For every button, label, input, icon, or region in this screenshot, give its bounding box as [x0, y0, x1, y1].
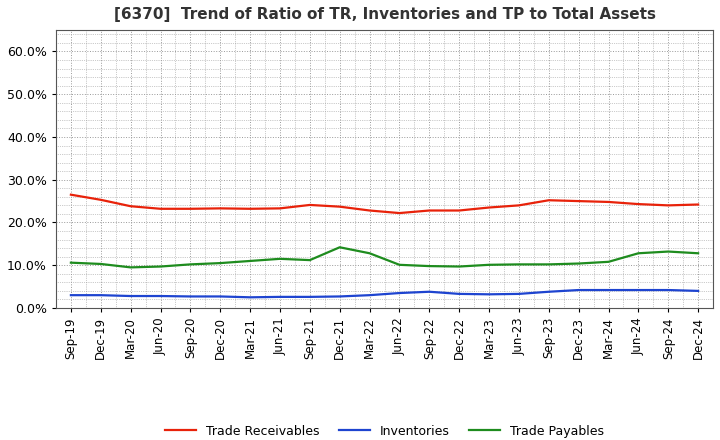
- Trade Receivables: [216, 206, 225, 211]
- Trade Payables: [336, 245, 344, 250]
- Inventories: [365, 293, 374, 298]
- Trade Receivables: [694, 202, 703, 207]
- Trade Receivables: [156, 206, 165, 212]
- Trade Payables: [276, 256, 284, 261]
- Inventories: [156, 293, 165, 299]
- Inventories: [604, 287, 613, 293]
- Trade Receivables: [485, 205, 493, 210]
- Line: Trade Receivables: Trade Receivables: [71, 194, 698, 213]
- Trade Payables: [66, 260, 75, 265]
- Trade Payables: [186, 262, 194, 267]
- Trade Payables: [96, 261, 105, 267]
- Trade Payables: [485, 262, 493, 268]
- Trade Receivables: [246, 206, 254, 212]
- Trade Receivables: [126, 204, 135, 209]
- Inventories: [634, 287, 643, 293]
- Trade Receivables: [515, 203, 523, 208]
- Trade Payables: [515, 262, 523, 267]
- Trade Receivables: [305, 202, 314, 208]
- Trade Receivables: [66, 192, 75, 197]
- Inventories: [305, 294, 314, 300]
- Inventories: [126, 293, 135, 299]
- Legend: Trade Receivables, Inventories, Trade Payables: Trade Receivables, Inventories, Trade Pa…: [161, 420, 609, 440]
- Trade Payables: [216, 260, 225, 266]
- Trade Payables: [604, 259, 613, 264]
- Trade Receivables: [634, 202, 643, 207]
- Trade Payables: [694, 251, 703, 256]
- Title: [6370]  Trend of Ratio of TR, Inventories and TP to Total Assets: [6370] Trend of Ratio of TR, Inventories…: [114, 7, 655, 22]
- Trade Payables: [455, 264, 464, 269]
- Trade Receivables: [395, 210, 404, 216]
- Inventories: [425, 289, 433, 294]
- Trade Payables: [126, 265, 135, 270]
- Trade Payables: [664, 249, 672, 254]
- Trade Receivables: [336, 204, 344, 209]
- Inventories: [485, 292, 493, 297]
- Inventories: [96, 293, 105, 298]
- Trade Payables: [305, 257, 314, 263]
- Inventories: [455, 291, 464, 297]
- Inventories: [216, 294, 225, 299]
- Inventories: [276, 294, 284, 300]
- Inventories: [694, 288, 703, 293]
- Inventories: [66, 293, 75, 298]
- Inventories: [186, 294, 194, 299]
- Trade Receivables: [425, 208, 433, 213]
- Trade Receivables: [276, 206, 284, 211]
- Line: Trade Payables: Trade Payables: [71, 247, 698, 268]
- Trade Payables: [246, 258, 254, 264]
- Inventories: [246, 295, 254, 300]
- Trade Payables: [575, 261, 583, 266]
- Trade Receivables: [455, 208, 464, 213]
- Inventories: [336, 294, 344, 299]
- Trade Receivables: [96, 197, 105, 202]
- Trade Payables: [544, 262, 553, 267]
- Trade Payables: [365, 251, 374, 256]
- Trade Receivables: [365, 208, 374, 213]
- Trade Receivables: [575, 198, 583, 204]
- Inventories: [664, 287, 672, 293]
- Trade Payables: [425, 264, 433, 269]
- Trade Receivables: [664, 203, 672, 208]
- Inventories: [395, 290, 404, 296]
- Inventories: [515, 291, 523, 297]
- Inventories: [575, 287, 583, 293]
- Trade Payables: [395, 262, 404, 268]
- Trade Receivables: [604, 199, 613, 205]
- Trade Payables: [634, 251, 643, 256]
- Trade Payables: [156, 264, 165, 269]
- Trade Receivables: [186, 206, 194, 212]
- Trade Receivables: [544, 198, 553, 203]
- Inventories: [544, 289, 553, 294]
- Line: Inventories: Inventories: [71, 290, 698, 297]
